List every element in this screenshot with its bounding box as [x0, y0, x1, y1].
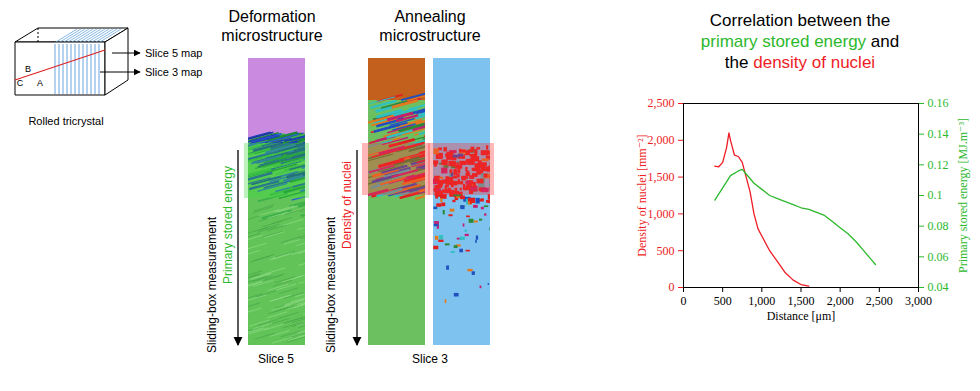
- svg-text:0.12: 0.12: [928, 158, 949, 172]
- svg-text:0.08: 0.08: [928, 219, 949, 233]
- svg-text:Rolled tricrystal: Rolled tricrystal: [28, 115, 103, 127]
- svg-text:Slice 5 map: Slice 5 map: [145, 47, 202, 59]
- svg-text:1,000: 1,000: [748, 294, 775, 308]
- svg-text:Sliding-box measurement: Sliding-box measurement: [205, 216, 219, 353]
- svg-text:B: B: [25, 64, 31, 74]
- svg-text:Slice 3: Slice 3: [412, 352, 448, 366]
- html-text:Correlation between the: Correlation between the: [709, 11, 891, 30]
- svg-text:Density of nuclei [mm⁻²]: Density of nuclei [mm⁻²]: [635, 134, 649, 256]
- svg-text:2,500: 2,500: [866, 294, 893, 308]
- svg-text:C: C: [17, 78, 24, 88]
- svg-text:Primary stored energy: Primary stored energy: [221, 166, 235, 284]
- svg-text:Primary stored energy [MJ.m⁻³]: Primary stored energy [MJ.m⁻³]: [956, 118, 970, 273]
- svg-text:1,500: 1,500: [648, 170, 675, 184]
- svg-text:0.14: 0.14: [928, 127, 949, 141]
- svg-text:2,000: 2,000: [648, 133, 675, 147]
- svg-text:microstructure: microstructure: [221, 27, 322, 44]
- svg-text:2,000: 2,000: [827, 294, 854, 308]
- svg-text:Sliding-box measurement: Sliding-box measurement: [324, 216, 338, 353]
- svg-text:Slice 3 map: Slice 3 map: [145, 66, 202, 78]
- svg-text:0.1: 0.1: [928, 188, 943, 202]
- svg-text:0.16: 0.16: [928, 96, 949, 110]
- svg-text:0: 0: [681, 294, 687, 308]
- svg-text:Deformation: Deformation: [228, 8, 315, 25]
- svg-text:500: 500: [714, 294, 732, 308]
- svg-text:microstructure: microstructure: [379, 27, 480, 44]
- svg-text:A: A: [37, 78, 43, 88]
- svg-text:0: 0: [669, 280, 675, 294]
- svg-text:0.04: 0.04: [928, 280, 949, 294]
- svg-text:Density of nuclei: Density of nuclei: [340, 161, 354, 249]
- svg-text:1,500: 1,500: [788, 294, 815, 308]
- svg-text:1,000: 1,000: [648, 207, 675, 221]
- svg-text:Annealing: Annealing: [394, 8, 465, 25]
- svg-text:0.06: 0.06: [928, 250, 949, 264]
- svg-text:Slice 5: Slice 5: [258, 352, 294, 366]
- html-text:the density of nuclei: the density of nuclei: [724, 53, 876, 72]
- svg-text:Distance [μm]: Distance [μm]: [767, 309, 836, 323]
- svg-text:2,500: 2,500: [648, 96, 675, 110]
- svg-text:3,000: 3,000: [905, 294, 932, 308]
- html-text:primary stored energy and: primary stored energy and: [700, 32, 900, 51]
- svg-text:500: 500: [657, 244, 675, 258]
